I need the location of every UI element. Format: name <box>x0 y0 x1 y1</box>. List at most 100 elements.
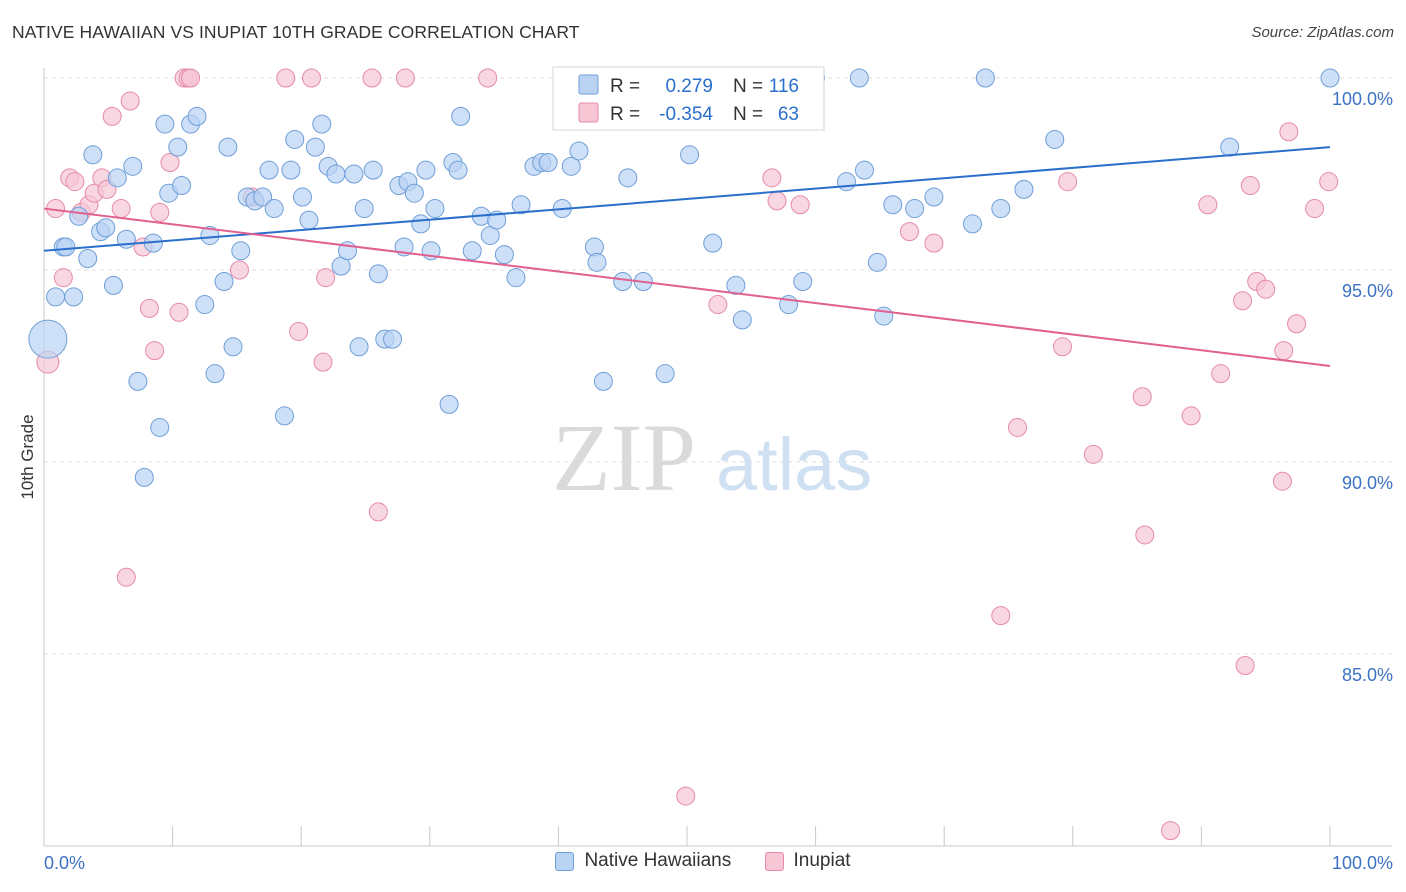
native-hawaiian-point <box>285 129 305 149</box>
trend-lines <box>43 146 1331 367</box>
native-hawaiian-point <box>732 310 752 330</box>
y-axis-title: 10th Grade <box>18 414 37 499</box>
stats-box: R = 0.279 N = 116 R = -0.354 N = 63 <box>552 66 825 131</box>
native-hawaiian-point <box>69 206 89 226</box>
native-hawaiian-point <box>962 214 982 234</box>
legend: Native Hawaiians Inupiat <box>0 850 1406 877</box>
legend-label: Inupiat <box>793 850 851 871</box>
inupiat-point <box>767 191 787 211</box>
native-hawaiian-point <box>867 252 887 272</box>
inupiat-point <box>762 168 782 188</box>
native-hawaiian-trend-line <box>43 146 1331 252</box>
native-hawaiian-point <box>123 156 143 176</box>
native-hawaiian-point <box>511 195 531 215</box>
native-hawaiian-point <box>218 137 238 157</box>
stats-r-value: 0.279 <box>665 76 713 97</box>
native-hawaiian-point <box>883 195 903 215</box>
native-hawaiian-point <box>96 218 116 238</box>
watermark-zip: ZIP <box>552 404 696 511</box>
inupiat-point <box>924 233 944 253</box>
inupiat-point <box>1211 364 1231 384</box>
inupiat-point <box>1198 195 1218 215</box>
native-hawaiian-point <box>587 252 607 272</box>
native-hawaiian-point <box>416 160 436 180</box>
native-hawaiian-point <box>299 210 319 230</box>
native-hawaiian-point <box>703 233 723 253</box>
inupiat-point <box>1279 122 1299 142</box>
native-hawaiian-point <box>462 241 482 261</box>
stats-n-label: N = <box>733 104 763 125</box>
inupiat-point <box>145 341 165 361</box>
inupiat-point <box>1161 821 1181 841</box>
native-hawaiian-point <box>344 164 364 184</box>
native-hawaiian-point <box>854 160 874 180</box>
native-hawaiian-point <box>383 329 403 349</box>
native-hawaiian-point <box>168 137 188 157</box>
native-hawaiian-point <box>200 225 220 245</box>
inupiat-point <box>1135 525 1155 545</box>
inupiat-point <box>160 152 180 172</box>
inupiat-point <box>181 68 201 88</box>
native-hawaiian-point <box>264 199 284 219</box>
native-hawaiian-point <box>253 187 273 207</box>
native-hawaiian-point <box>1045 129 1065 149</box>
watermark: ZIP atlas <box>552 404 872 511</box>
native-hawaiian-point <box>205 364 225 384</box>
inupiat-point <box>708 295 728 315</box>
stats-n-value: 116 <box>769 76 799 97</box>
inupiat-point <box>899 222 919 242</box>
native-hawaiian-point <box>593 371 613 391</box>
native-hawaiian-point <box>103 275 123 295</box>
native-hawaiian-point <box>655 364 675 384</box>
inupiat-point <box>1256 279 1276 299</box>
native-hawaiian-point <box>172 176 192 196</box>
native-hawaiian-point <box>439 394 459 414</box>
inupiat-point <box>368 502 388 522</box>
inupiat-point <box>289 321 309 341</box>
inupiat-point <box>301 68 321 88</box>
inupiat-point <box>65 172 85 192</box>
inupiat-point <box>1132 387 1152 407</box>
native-hawaiian-point <box>349 337 369 357</box>
native-hawaiian-point <box>274 406 294 426</box>
inupiat-point <box>1240 176 1260 196</box>
native-hawaiian-point <box>305 137 325 157</box>
native-hawaiian-point <box>793 272 813 292</box>
inupiat-point <box>120 91 140 111</box>
native-hawaiian-point <box>107 168 127 188</box>
chart-title: NATIVE HAWAIIAN VS INUPIAT 10TH GRADE CO… <box>12 22 580 42</box>
native-hawaiian-point <box>726 275 746 295</box>
native-hawaiian-point <box>448 160 468 180</box>
inupiat-point <box>276 68 296 88</box>
stats-n-value: 63 <box>778 104 799 125</box>
native-hawaiian-point <box>292 187 312 207</box>
native-hawaiian-point <box>259 160 279 180</box>
native-hawaiian-point <box>924 187 944 207</box>
native-hawaiian-point <box>46 287 66 307</box>
stats-swatch-pink <box>578 102 599 123</box>
native-hawaiian-point <box>1014 179 1034 199</box>
chart-source: Source: ZipAtlas.com <box>1251 24 1394 41</box>
inupiat-point <box>1305 199 1325 219</box>
inupiat-point <box>1181 406 1201 426</box>
stats-r-value: -0.354 <box>659 104 713 125</box>
native-hawaiian-point <box>231 241 251 261</box>
inupiat-trend-line <box>43 207 1331 367</box>
legend-swatch-pink <box>764 851 784 871</box>
inupiat-point <box>169 302 189 322</box>
native-hawaiian-point <box>368 264 388 284</box>
legend-item-native-hawaiians[interactable]: Native Hawaiians <box>555 850 731 872</box>
legend-swatch-blue <box>555 851 575 871</box>
watermark-atlas: atlas <box>716 423 872 506</box>
y-tick-label: 95.0% <box>1342 281 1393 301</box>
native-hawaiian-point <box>150 417 170 437</box>
stats-n-label: N = <box>733 76 763 97</box>
native-hawaiian-point <box>506 268 526 288</box>
stats-r-label: R = <box>610 104 640 125</box>
inupiat-point <box>229 260 249 280</box>
inupiat-point <box>1233 291 1253 311</box>
native-hawaiian-point <box>281 160 301 180</box>
legend-item-inupiat[interactable]: Inupiat <box>764 850 851 872</box>
inupiat-point <box>1274 341 1294 361</box>
native-hawaiian-point <box>1320 68 1340 88</box>
